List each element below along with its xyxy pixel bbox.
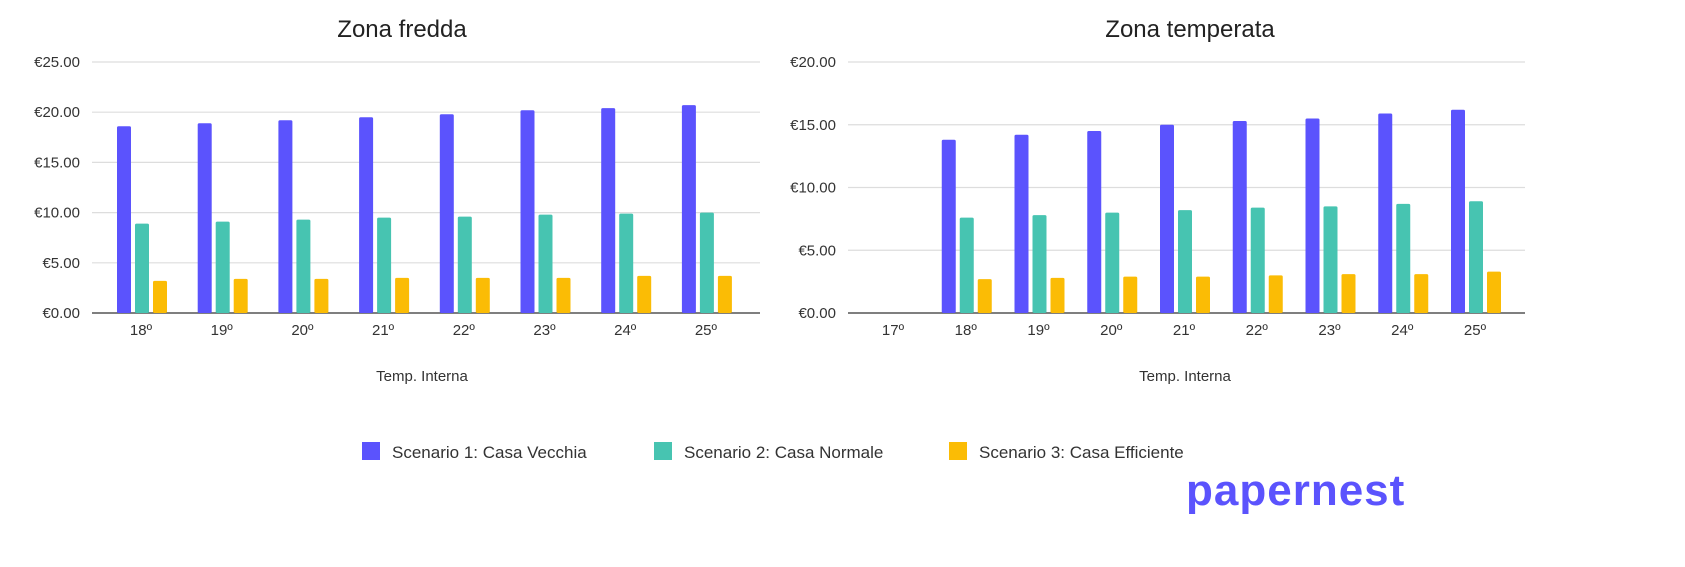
x-tick-label: 19º (1027, 322, 1050, 339)
x-tick-label: 23º (1318, 322, 1341, 339)
x-tick-label: 17º (882, 322, 905, 339)
bar-s3-24º (637, 275, 652, 313)
bar-s1-24º (1378, 113, 1393, 313)
papernest-logo: papernest (1186, 466, 1405, 515)
x-tick-label: 25º (695, 322, 718, 339)
bar-s2-21º (1178, 210, 1192, 313)
legend-label: Scenario 2: Casa Normale (684, 443, 883, 462)
x-tick-label: 20º (1100, 322, 1123, 339)
chart-title: Zona temperata (1105, 16, 1275, 43)
bar-s1-24º (601, 108, 616, 314)
y-tick-label: €5.00 (798, 242, 836, 259)
bar-s3-19º (1050, 277, 1065, 313)
bar-s2-20º (296, 219, 311, 313)
x-tick-label: 18º (955, 322, 978, 339)
bar-s2-18º (959, 217, 974, 313)
y-tick-label: €0.00 (42, 305, 80, 322)
chart-zona-temperata: Zona temperata Temp. Interna €0.00 €5.00 €… (790, 16, 1525, 385)
bar-s1-22º (1232, 120, 1247, 313)
y-tick-label: €15.00 (790, 117, 836, 134)
bar-s2-21º (377, 217, 392, 313)
x-tick-label: 24º (1391, 322, 1414, 339)
x-tick-label: 21º (372, 322, 395, 339)
y-tick-label: €20.00 (790, 54, 836, 71)
bar-s1-20º (1087, 131, 1102, 313)
bar-s2-19º (1032, 215, 1047, 313)
x-tick-label: 24º (614, 322, 637, 339)
bar-s1-23º (1305, 118, 1320, 313)
bar-s2-25º (699, 212, 714, 313)
legend-label: Scenario 1: Casa Vecchia (392, 443, 587, 462)
bar-s3-20º (314, 278, 329, 313)
bar-s3-21º (1196, 276, 1210, 313)
bar-s3-25º (717, 275, 732, 313)
chart-title: Zona fredda (337, 16, 467, 43)
bar-s3-20º (1123, 276, 1138, 313)
bar-s2-24º (619, 213, 634, 313)
bar-s3-18º (977, 279, 992, 313)
x-tick-label: 18º (130, 322, 153, 339)
x-tick-label: 25º (1464, 322, 1487, 339)
bar-s3-23º (1341, 274, 1356, 313)
x-tick-label: 21º (1173, 322, 1196, 339)
x-tick-label: 22º (453, 322, 476, 339)
y-tick-label: €20.00 (34, 104, 80, 121)
x-axis-label: Temp. Interna (1139, 368, 1231, 385)
bar-s2-24º (1396, 203, 1411, 313)
bar-s3-19º (233, 278, 248, 313)
bar-s3-21º (395, 277, 410, 313)
x-tick-label: 22º (1246, 322, 1269, 339)
bar-s3-24º (1414, 274, 1429, 313)
legend-label: Scenario 3: Casa Efficiente (979, 443, 1184, 462)
bar-s1-18º (117, 126, 131, 313)
bar-s1-18º (941, 139, 956, 313)
x-tick-label: 23º (533, 322, 556, 339)
y-tick-label: €10.00 (790, 180, 836, 197)
y-tick-label: €25.00 (34, 54, 80, 71)
bar-s3-22º (1268, 275, 1283, 313)
bar-s1-19º (1014, 134, 1029, 313)
chart-zona-fredda: Zona fredda Temp. Interna €0.00 €5.00 €10.… (34, 16, 760, 385)
bar-s3-23º (556, 277, 571, 313)
bar-s1-22º (439, 114, 454, 313)
bar-s2-23º (538, 214, 553, 313)
bar-s1-25º (1451, 109, 1465, 313)
bar-s1-25º (681, 105, 696, 313)
bar-s2-20º (1105, 212, 1120, 313)
bar-s3-22º (475, 277, 490, 313)
bar-s2-25º (1469, 201, 1483, 313)
legend-swatch-s1 (362, 442, 380, 460)
bar-s2-22º (1250, 207, 1265, 313)
bar-s1-19º (197, 123, 212, 313)
bar-s2-18º (135, 223, 149, 313)
bar-s3-25º (1487, 271, 1501, 313)
x-tick-label: 20º (291, 322, 314, 339)
bar-s2-19º (215, 221, 230, 313)
x-axis-label: Temp. Interna (376, 368, 468, 385)
legend-swatch-s2 (654, 442, 672, 460)
legend: Scenario 1: Casa Vecchia Scenario 2: Cas… (362, 442, 1184, 462)
y-tick-label: €5.00 (42, 255, 80, 272)
bar-s1-21º (1160, 124, 1174, 313)
legend-swatch-s3 (949, 442, 967, 460)
bar-s1-23º (520, 110, 535, 313)
bar-s2-23º (1323, 206, 1338, 313)
x-tick-label: 19º (211, 322, 234, 339)
bar-s2-22º (457, 216, 472, 313)
bar-s3-18º (153, 280, 167, 313)
bar-s1-21º (359, 117, 374, 313)
y-tick-label: €15.00 (34, 154, 80, 171)
y-tick-label: €10.00 (34, 205, 80, 222)
y-tick-label: €0.00 (798, 305, 836, 322)
bar-s1-20º (278, 120, 293, 314)
